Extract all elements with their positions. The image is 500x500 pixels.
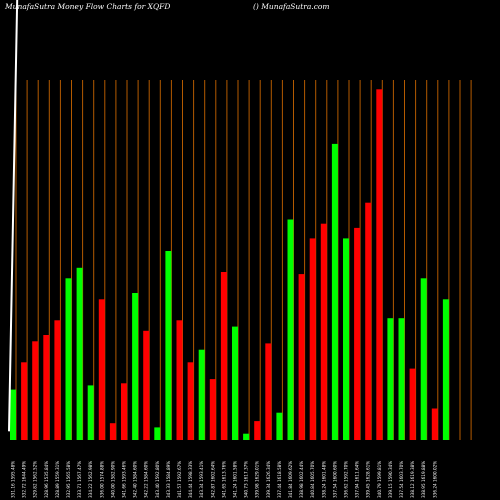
x-tick-label: 341.65 1613.76% (221, 461, 226, 498)
x-tick-label: 344.44 1598.33% (188, 461, 193, 498)
x-tick-label: 341.57 1592.67% (177, 461, 182, 498)
x-tick-label: 332.95 1565.58% (66, 461, 71, 498)
chart-title: MunafaSutra Money Flow Charts for XQFD (5, 2, 171, 11)
x-tick-label: 334.22 1562.98% (88, 461, 93, 498)
x-tick-label: 340.73 1617.37% (244, 461, 249, 498)
volume-bar (54, 320, 61, 440)
x-tick-label: 338.24 1601.48% (321, 461, 326, 498)
volume-bar (420, 278, 427, 440)
x-tick-label: 343.40 1592.80% (155, 461, 160, 498)
x-tick-label: 329.82 1562.52% (33, 461, 38, 498)
volume-bar (320, 223, 327, 440)
volume-bar (76, 267, 83, 440)
volume-bar (121, 383, 127, 440)
site-credit: () MunafaSutra.com (253, 2, 330, 11)
x-tick-label: 338.95 1619.88% (421, 461, 426, 498)
x-tick-label: 336.24 1600.02% (432, 461, 437, 498)
x-tick-label: 341.66 1593.46% (122, 461, 127, 498)
x-tick-label: 331.16 1595.48% (11, 461, 16, 498)
volume-bar (132, 293, 139, 440)
volume-bar (265, 343, 272, 440)
volume-bar (209, 379, 216, 440)
volume-bar (198, 349, 205, 440)
x-tick-labels: 331.16 1595.48% 332.72 1644.49% 329.82 156… (11, 461, 438, 498)
volume-bar (109, 423, 116, 440)
volume-bar (187, 362, 194, 440)
volume-bar (398, 318, 405, 440)
volume-bar (154, 427, 161, 440)
x-tick-label: 328.96 1535.84% (44, 461, 49, 498)
volume-bar (21, 362, 28, 440)
x-tick-label: 337.54 1603.70% (399, 461, 404, 498)
volume-bars (10, 89, 449, 441)
volume-bar (298, 274, 305, 440)
x-tick-label: 339.98 1629.01% (255, 461, 260, 498)
volume-bar (287, 219, 294, 440)
x-tick-label: 332.72 1644.49% (22, 461, 27, 498)
volume-bar (220, 272, 227, 440)
x-tick-label: 342.40 1584.60% (133, 461, 138, 498)
volume-bar (87, 385, 94, 440)
x-tick-label: 340.79 1599.81% (377, 461, 382, 498)
x-tick-label: 340.84 1605.70% (310, 461, 315, 498)
volume-bar (143, 330, 150, 440)
x-tick-label: 337.54 1600.60% (332, 461, 337, 498)
x-tick-label: 342.87 1602.64% (210, 461, 215, 498)
volume-bar (165, 251, 172, 440)
x-tick-label: 339.45 1628.61% (366, 461, 371, 498)
volume-bar (343, 238, 349, 440)
x-tick-label: 333.71 1567.47% (77, 461, 82, 498)
x-tick-label: 343.34 1593.41% (199, 461, 204, 498)
x-tick-label: 338.12 1619.38% (410, 461, 415, 498)
volume-bar (409, 368, 416, 440)
x-tick-label: 341.24 1601.58% (233, 461, 238, 498)
volume-bar (98, 299, 105, 440)
volume-bar (276, 412, 283, 440)
x-tick-label: 339.34 1626.34% (266, 461, 271, 498)
volume-bar (354, 227, 361, 440)
volume-bar (10, 389, 16, 440)
x-tick-label: 343.33 1584.89% (166, 461, 171, 498)
x-tick-label: 336.62 1592.70% (344, 461, 349, 498)
x-tick-label: 337.94 1611.64% (355, 461, 360, 498)
volume-bar (254, 421, 261, 440)
volume-bar (176, 320, 183, 440)
volume-bar (309, 238, 316, 440)
volume-bar (43, 335, 50, 440)
x-tick-label: 337.44 1618.58% (277, 461, 282, 498)
volume-bar (32, 341, 39, 440)
x-tick-label: 340.00 1582.90% (110, 461, 115, 498)
volume-bar (387, 318, 394, 440)
volume-bar (365, 202, 372, 440)
x-tick-label: 342.22 1584.60% (144, 461, 149, 498)
volume-bar (376, 89, 383, 441)
volume-bar (331, 143, 338, 440)
x-tick-label: 338.98 1602.44% (299, 461, 304, 498)
volume-bar (442, 299, 449, 440)
x-tick-label: 328.89 1559.31% (55, 461, 60, 498)
x-tick-label: 339.15 1590.34% (388, 461, 393, 498)
volume-bar (243, 433, 250, 440)
volume-bar (232, 326, 238, 440)
x-tick-label: 341.84 1609.62% (288, 461, 293, 498)
volume-bar (431, 408, 438, 440)
x-tick-label: 336.00 1574.88% (99, 461, 104, 498)
volume-bar (65, 278, 72, 440)
